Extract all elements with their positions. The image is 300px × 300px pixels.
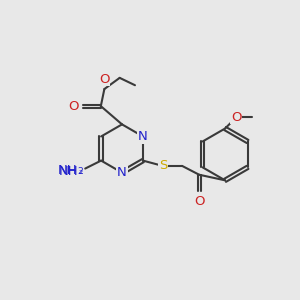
Text: NH: NH — [59, 165, 78, 178]
Text: N: N — [138, 130, 148, 143]
Text: O: O — [68, 100, 79, 112]
Text: S: S — [159, 159, 167, 172]
Text: NH: NH — [57, 164, 77, 177]
Text: O: O — [231, 111, 242, 124]
Text: N: N — [117, 166, 127, 179]
Text: O: O — [99, 73, 110, 85]
Text: O: O — [194, 195, 204, 208]
Text: $_2$: $_2$ — [77, 164, 84, 177]
Text: ₂: ₂ — [79, 167, 83, 176]
